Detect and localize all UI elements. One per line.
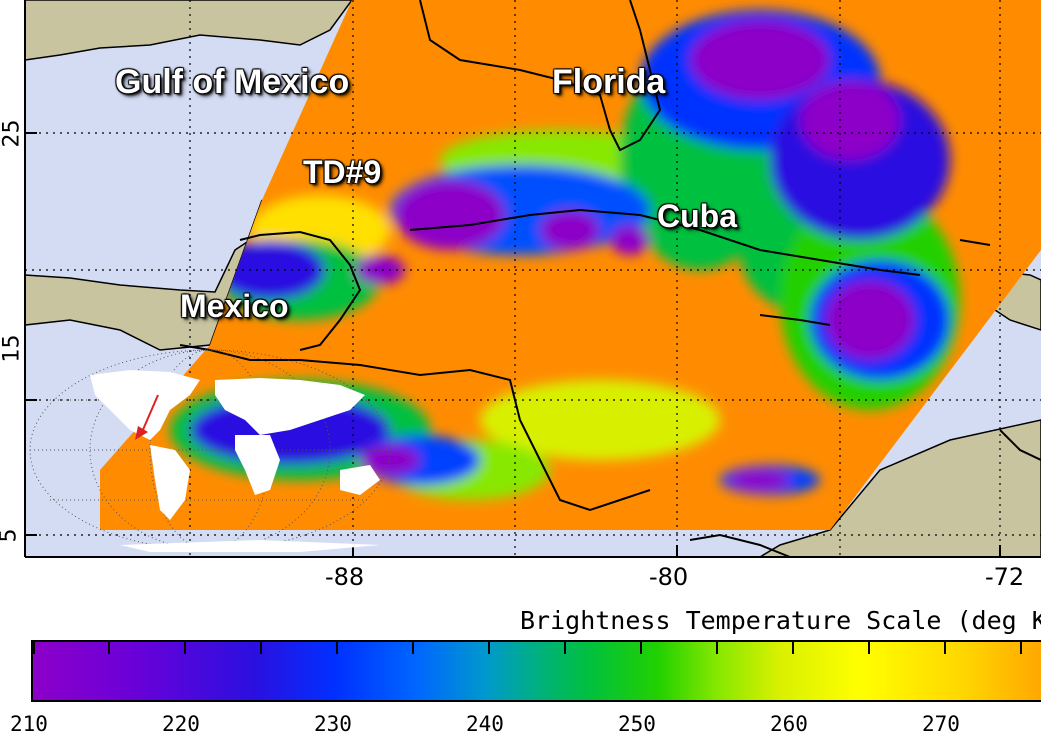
x-tick-label: -88 <box>325 563 365 591</box>
label-gulf-of-mexico: Gulf of Mexico <box>115 63 350 101</box>
y-tick-label: 25 <box>0 119 25 148</box>
colorbar-tick-label: 240 <box>466 712 504 736</box>
x-tick-label: -80 <box>649 563 689 591</box>
globe-inset <box>29 349 391 552</box>
coastlines <box>179 0 1041 558</box>
colorbar-tick-label: 250 <box>618 712 656 736</box>
label-mexico: Mexico <box>180 288 289 324</box>
label-td9: TD#9 <box>303 154 382 190</box>
x-tick-label: -72 <box>985 563 1025 591</box>
colorbar-tick-label: 270 <box>922 712 960 736</box>
label-cuba: Cuba <box>657 198 737 234</box>
land-areas <box>24 0 1041 558</box>
satellite-map <box>24 0 1041 558</box>
colorbar-tick-label: 220 <box>162 712 200 736</box>
colorbar-tick-label: 260 <box>770 712 808 736</box>
y-tick-label: 15 <box>0 334 25 363</box>
colorbar-tick-label: 210 <box>10 712 48 736</box>
colorbar-title: Brightness Temperature Scale (deg K <box>520 606 1041 635</box>
y-tick-label: 5 <box>0 529 22 543</box>
colorbar <box>31 640 1041 702</box>
colorbar-tick-label: 230 <box>314 712 352 736</box>
label-florida: Florida <box>552 63 666 101</box>
